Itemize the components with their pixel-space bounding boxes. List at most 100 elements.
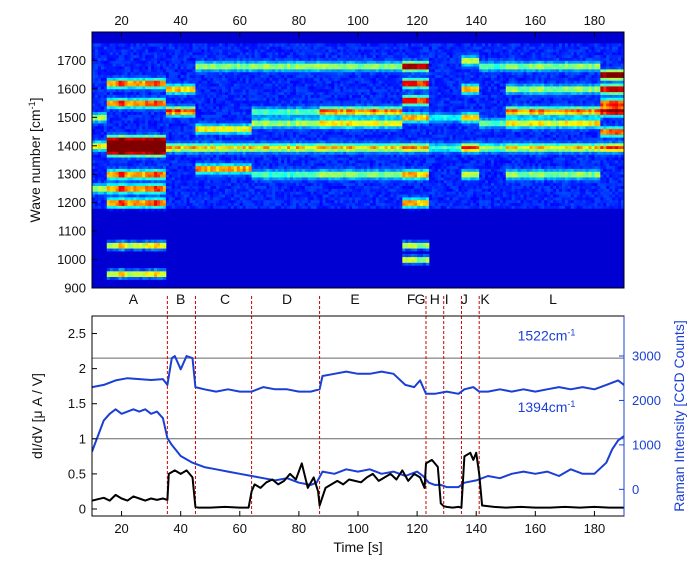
heatmap-cell [284,74,288,78]
heatmap-cell [254,114,258,118]
heatmap-cell [151,270,155,275]
heatmap-cell [281,63,285,67]
heatmap-cell [186,194,190,198]
heatmap-cell [227,137,232,141]
heatmap-cell [322,162,326,167]
heatmap-cell [103,49,108,53]
heatmap-cell [328,162,332,167]
heatmap-cell [292,83,297,87]
heatmap-cell [100,57,105,61]
heatmap-cell [100,125,105,130]
heatmap-cell [242,179,247,184]
heatmap-cell [328,51,332,56]
heatmap-cell [159,270,164,275]
heatmap-cell [100,46,105,50]
heatmap-cell [97,174,102,178]
heatmap-cell [94,171,99,175]
heatmap-cell [165,134,170,138]
heatmap-cell [292,105,297,110]
heatmap-cell [165,103,170,107]
heatmap-cell [154,105,158,110]
heatmap-cell [100,80,105,84]
heatmap-cell [127,57,131,61]
heatmap-cell [198,157,202,161]
heatmap-cell [281,188,285,192]
heatmap-cell [266,202,270,206]
heatmap-cell [328,148,332,152]
heatmap-cell [242,188,247,192]
heatmap-cell [142,123,146,127]
heatmap-cell [118,68,122,73]
heatmap-cell [334,117,338,121]
heatmap-cell [162,148,167,152]
heatmap-cell [225,83,229,87]
heatmap-cell [174,111,179,115]
heatmap-cell [151,88,155,93]
heatmap-cell [227,205,232,209]
heatmap-cell [130,86,134,90]
heatmap-cell [227,46,232,50]
heatmap-cell [142,196,146,201]
heatmap-cell [334,165,338,169]
heatmap-cell [275,171,279,175]
heatmap-cell [207,142,211,147]
heatmap-cell [118,245,122,249]
heatmap-cell [222,199,226,204]
heatmap-cell [136,162,140,167]
heatmap-cell [118,128,122,132]
heatmap-cell [239,137,244,141]
heatmap-cell [245,199,250,204]
heatmap-cell [236,142,241,147]
heatmap-cell [263,196,267,201]
heatmap-cell [239,105,244,110]
heatmap-cell [219,83,223,87]
heatmap-cell [331,157,335,161]
heatmap-cell [97,160,102,164]
heatmap-cell [337,179,341,184]
heatmap-cell [174,131,179,135]
heatmap-cell [269,194,273,198]
heatmap-cell [251,165,255,169]
heatmap-cell [148,131,152,135]
heatmap-cell [103,145,108,150]
heatmap-cell [304,74,309,78]
heatmap-cell [227,199,232,204]
heatmap-cell [227,103,232,107]
heatmap-cell [109,171,114,175]
heatmap-cell [139,205,143,209]
heatmap-cell [121,248,125,252]
heatmap-cell [148,88,152,93]
heatmap-cell [328,142,332,147]
heatmap-cell [157,80,161,84]
heatmap-cell [92,137,96,141]
heatmap-cell [136,239,140,243]
heatmap-cell [159,196,164,201]
heatmap-cell [210,77,214,81]
heatmap-cell [281,88,285,93]
heatmap-cell [319,54,323,58]
heatmap-cell [275,162,279,167]
heatmap-cell [304,154,309,158]
heatmap-cell [151,68,155,73]
heatmap-cell [97,162,102,167]
heatmap-cell [254,160,258,164]
heatmap-cell [325,77,329,81]
heatmap-cell [142,185,146,189]
heatmap-cell [180,91,185,95]
heatmap-cell [162,142,167,147]
heatmap-cell [236,199,241,204]
heatmap-cell [245,191,250,195]
heatmap-cell [210,60,214,64]
heatmap-cell [121,145,125,150]
heatmap-cell [183,49,187,53]
heatmap-cell [109,86,114,90]
heatmap-cell [92,86,96,90]
heatmap-cell [106,245,111,249]
heatmap-cell [103,137,108,141]
heatmap-cell [145,60,149,64]
heatmap-cell [154,268,158,272]
heatmap-cell [292,174,297,178]
heatmap-cell [100,123,105,127]
heatmap-cell [230,63,235,67]
heatmap-cell [331,123,335,127]
